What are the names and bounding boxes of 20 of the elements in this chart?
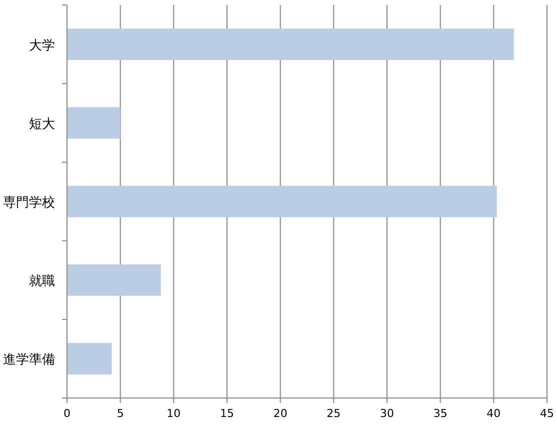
y-tick-label: 短大 xyxy=(29,116,55,132)
x-tick-label: 0 xyxy=(64,407,70,420)
x-tick-label: 20 xyxy=(273,407,288,420)
y-tick-label: 大学 xyxy=(29,38,55,54)
bar xyxy=(67,28,514,60)
x-tick-label: 5 xyxy=(116,407,124,420)
x-tick-label: 45 xyxy=(540,407,554,420)
bar xyxy=(67,342,112,374)
bar xyxy=(67,264,161,296)
x-tick-label: 10 xyxy=(166,407,181,420)
bar xyxy=(67,107,120,139)
x-tick-label: 35 xyxy=(433,407,448,420)
x-tick-label: 25 xyxy=(326,407,341,420)
y-tick-label: 進学準備 xyxy=(3,352,55,368)
x-tick-label: 30 xyxy=(380,407,394,420)
y-tick-label: 専門学校 xyxy=(3,196,55,210)
y-tick-label: 就職 xyxy=(29,274,55,290)
x-tick-label: 40 xyxy=(486,407,501,420)
x-tick-label: 15 xyxy=(220,407,234,420)
bar xyxy=(67,186,497,218)
